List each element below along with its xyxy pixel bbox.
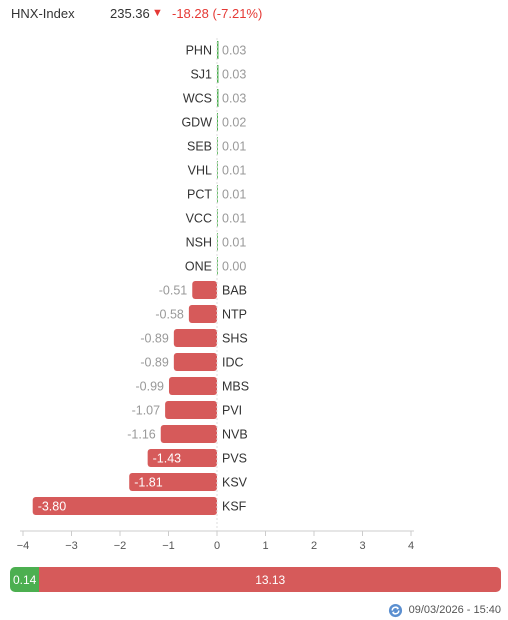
value-label: 0.01 xyxy=(222,164,246,178)
bar-nvb xyxy=(160,425,217,443)
footer: 09/03/2026 - 15:40 xyxy=(388,601,501,619)
bar-ntp xyxy=(188,305,217,323)
value-label: -0.89 xyxy=(140,356,169,370)
value-label: -0.99 xyxy=(135,380,164,394)
category-label: NSH xyxy=(186,236,212,250)
category-label: VCC xyxy=(186,212,212,226)
x-tick-label: 1 xyxy=(262,540,268,552)
timestamp: 09/03/2026 - 15:40 xyxy=(408,604,501,616)
category-label: IDC xyxy=(222,356,244,370)
value-label: -1.43 xyxy=(153,452,182,466)
x-tick-label: −2 xyxy=(114,540,127,552)
category-label: NTP xyxy=(222,308,247,322)
category-label: PHN xyxy=(186,44,212,58)
index-name: HNX-Index xyxy=(11,6,75,21)
summary-positive-label: 0.14 xyxy=(13,572,37,587)
down-arrow-icon: ▼ xyxy=(152,7,163,19)
x-tick-label: 3 xyxy=(359,540,365,552)
value-label: 0.01 xyxy=(222,236,246,250)
summary-negative-segment: 13.13 xyxy=(39,567,501,592)
value-label: -1.07 xyxy=(132,404,161,418)
bar-ksf xyxy=(32,497,218,515)
category-label: SHS xyxy=(222,332,248,346)
bar-pvi xyxy=(165,401,217,419)
value-label: -1.81 xyxy=(134,476,163,490)
value-label: -3.80 xyxy=(38,500,67,514)
x-tick-label: 4 xyxy=(408,540,414,552)
index-change: -18.28 (-7.21%) xyxy=(172,6,263,21)
category-label: SEB xyxy=(187,140,212,154)
summary-positive-segment: 0.14 xyxy=(10,567,40,592)
bar-ksv xyxy=(129,473,217,491)
category-label: MBS xyxy=(222,380,249,394)
category-label: KSF xyxy=(222,500,247,514)
value-label: 0.01 xyxy=(222,140,246,154)
summary-negative-label: 13.13 xyxy=(255,572,286,587)
x-tick-label: 2 xyxy=(311,540,317,552)
bar-idc xyxy=(173,353,217,371)
value-label: 0.03 xyxy=(222,44,246,58)
value-label: 0.03 xyxy=(222,92,246,106)
x-tick-label: −1 xyxy=(162,540,175,552)
x-tick-label: 0 xyxy=(214,540,220,552)
contribution-bar-chart: PHN 0.03 SJ1 0.03 WCS 0.03 GDW 0.02 SEB 0.01 VHL 0.… xyxy=(17,38,414,552)
value-label: 0.01 xyxy=(222,188,246,202)
category-label: VHL xyxy=(188,164,212,178)
value-label: -0.89 xyxy=(140,332,169,346)
category-label: ONE xyxy=(185,260,212,274)
category-label: NVB xyxy=(222,428,248,442)
bar-bab xyxy=(192,281,217,299)
bar-mbs xyxy=(168,377,217,395)
category-label: WCS xyxy=(183,92,212,106)
x-tick-label: −3 xyxy=(65,540,78,552)
category-label: SJ1 xyxy=(190,68,212,82)
bar-sj1 xyxy=(217,65,219,83)
value-label: 0.01 xyxy=(222,212,246,226)
category-label: PCT xyxy=(187,188,212,202)
bar-shs xyxy=(173,329,217,347)
value-label: -0.58 xyxy=(155,308,184,322)
bar-wcs xyxy=(217,89,219,107)
category-label: PVS xyxy=(222,452,247,466)
bar-pvs xyxy=(147,449,217,467)
category-label: KSV xyxy=(222,476,248,490)
value-label: 0.03 xyxy=(222,68,246,82)
value-label: -1.16 xyxy=(127,428,156,442)
bar-phn xyxy=(217,41,219,59)
value-label: 0.02 xyxy=(222,116,246,130)
index-value: 235.36 xyxy=(110,6,150,21)
category-label: GDW xyxy=(181,116,212,130)
category-label: BAB xyxy=(222,284,247,298)
value-label: 0.00 xyxy=(222,260,246,274)
refresh-icon[interactable] xyxy=(388,603,403,618)
index-header: HNX-Index 235.36 ▼ -18.28 (-7.21%) xyxy=(0,0,508,28)
value-label: -0.51 xyxy=(159,284,188,298)
category-label: PVI xyxy=(222,404,242,418)
x-tick-label: −4 xyxy=(17,540,30,552)
summary-bar: 0.14 13.13 xyxy=(10,567,501,592)
